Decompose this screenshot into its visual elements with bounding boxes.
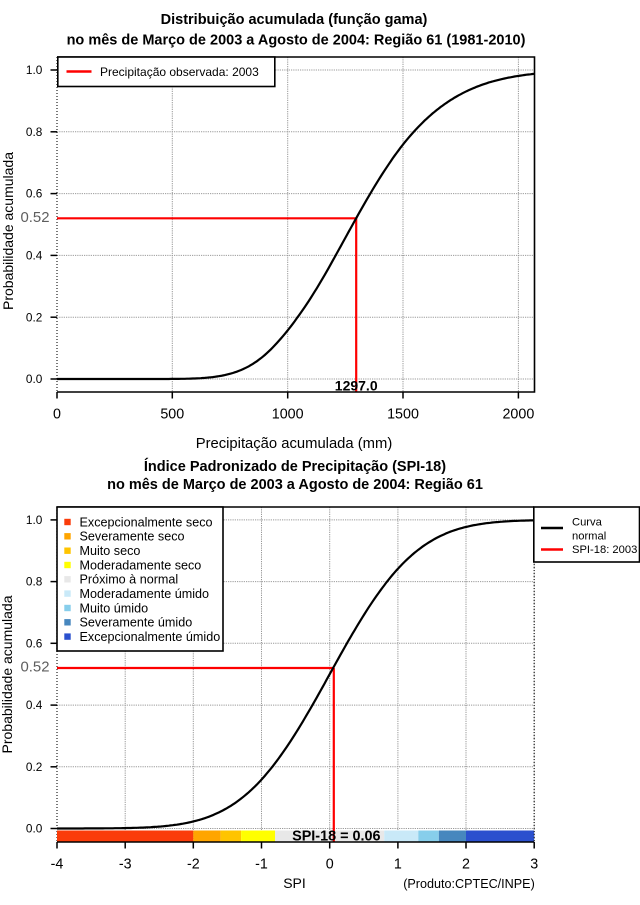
svg-text:Próximo à normal: Próximo à normal bbox=[80, 573, 179, 587]
svg-text:1.0: 1.0 bbox=[26, 513, 43, 527]
svg-text:0.2: 0.2 bbox=[26, 760, 42, 774]
svg-text:0.0: 0.0 bbox=[26, 372, 43, 386]
svg-text:Excepcionalmente seco: Excepcionalmente seco bbox=[80, 515, 213, 529]
svg-text:Excepcionalmente úmido: Excepcionalmente úmido bbox=[80, 630, 221, 644]
svg-text:0.4: 0.4 bbox=[26, 698, 43, 712]
svg-text:0: 0 bbox=[53, 407, 61, 423]
svg-text:Curva: Curva bbox=[572, 517, 603, 529]
svg-text:Moderadamente seco: Moderadamente seco bbox=[80, 558, 202, 572]
svg-text:no mês de Março de 2003 a Agos: no mês de Março de 2003 a Agosto de 2004… bbox=[107, 477, 483, 493]
svg-text:Moderadamente úmido: Moderadamente úmido bbox=[80, 587, 210, 601]
svg-text:-2: -2 bbox=[187, 857, 200, 873]
svg-text:SPI-18 = 0.06: SPI-18 = 0.06 bbox=[292, 829, 380, 845]
svg-text:500: 500 bbox=[160, 407, 184, 423]
svg-text:Severamente úmido: Severamente úmido bbox=[80, 616, 193, 630]
svg-text:Índice Padronizado de Precipit: Índice Padronizado de Precipitação (SPI-… bbox=[144, 458, 446, 475]
svg-text:normal: normal bbox=[572, 530, 606, 542]
svg-text:0.6: 0.6 bbox=[26, 187, 43, 201]
svg-text:0: 0 bbox=[326, 857, 334, 873]
svg-text:0.2: 0.2 bbox=[26, 310, 42, 324]
svg-text:Muito seco: Muito seco bbox=[80, 544, 141, 558]
svg-text:Precipitação acumulada (mm): Precipitação acumulada (mm) bbox=[196, 436, 393, 452]
svg-text:0.52: 0.52 bbox=[21, 210, 50, 226]
svg-text:1: 1 bbox=[394, 857, 402, 873]
svg-text:3: 3 bbox=[530, 857, 538, 873]
svg-text:Probabilidade acumulada: Probabilidade acumulada bbox=[0, 595, 15, 753]
svg-text:0.4: 0.4 bbox=[26, 249, 43, 263]
svg-text:no mês de Março de 2003 a Agos: no mês de Março de 2003 a Agosto de 2004… bbox=[67, 33, 526, 49]
svg-text:1.0: 1.0 bbox=[26, 63, 43, 77]
svg-text:0.6: 0.6 bbox=[26, 636, 43, 650]
svg-text:Muito úmido: Muito úmido bbox=[80, 601, 149, 615]
svg-text:Probabilidade acumulada: Probabilidade acumulada bbox=[0, 152, 16, 310]
svg-text:Severamente seco: Severamente seco bbox=[80, 530, 185, 544]
svg-text:1500: 1500 bbox=[387, 407, 419, 423]
svg-text:SPI-18: 2003: SPI-18: 2003 bbox=[572, 544, 637, 556]
svg-text:0.0: 0.0 bbox=[26, 822, 43, 836]
svg-text:0.8: 0.8 bbox=[26, 575, 43, 589]
svg-text:SPI: SPI bbox=[283, 875, 306, 891]
svg-text:2000: 2000 bbox=[502, 407, 534, 423]
svg-text:1297.0: 1297.0 bbox=[335, 377, 378, 393]
svg-text:1000: 1000 bbox=[272, 407, 304, 423]
svg-text:0.8: 0.8 bbox=[26, 125, 43, 139]
svg-text:Distribuição acumulada (função: Distribuição acumulada (função gama) bbox=[161, 12, 428, 28]
svg-text:-3: -3 bbox=[119, 857, 132, 873]
svg-text:2: 2 bbox=[462, 857, 470, 873]
svg-text:-4: -4 bbox=[51, 857, 64, 873]
svg-text:0.52: 0.52 bbox=[21, 660, 50, 676]
svg-text:Precipitação observada: 2003: Precipitação observada: 2003 bbox=[100, 65, 259, 79]
svg-text:(Produto:CPTEC/INPE): (Produto:CPTEC/INPE) bbox=[403, 877, 535, 891]
svg-text:-1: -1 bbox=[255, 857, 268, 873]
